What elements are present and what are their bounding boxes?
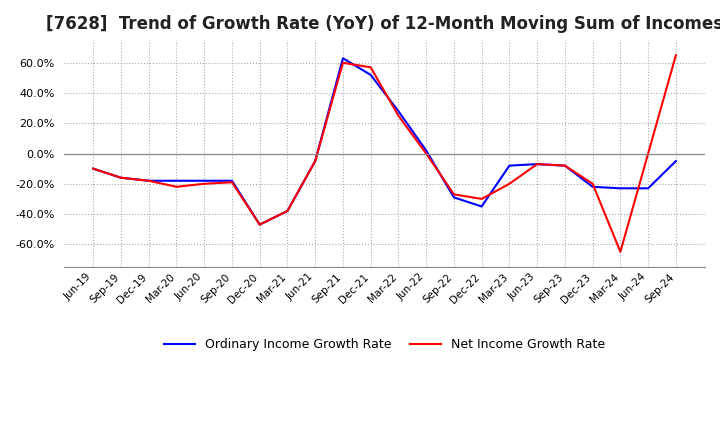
- Ordinary Income Growth Rate: [283, 209, 292, 214]
- Ordinary Income Growth Rate: [311, 158, 320, 164]
- Ordinary Income Growth Rate: [672, 158, 680, 164]
- Net Income Growth Rate: [256, 222, 264, 227]
- Net Income Growth Rate: [477, 196, 486, 202]
- Net Income Growth Rate: [145, 178, 153, 183]
- Net Income Growth Rate: [311, 158, 320, 164]
- Legend: Ordinary Income Growth Rate, Net Income Growth Rate: Ordinary Income Growth Rate, Net Income …: [158, 333, 611, 356]
- Line: Net Income Growth Rate: Net Income Growth Rate: [93, 55, 676, 252]
- Net Income Growth Rate: [394, 113, 402, 118]
- Ordinary Income Growth Rate: [338, 55, 347, 61]
- Ordinary Income Growth Rate: [200, 178, 209, 183]
- Ordinary Income Growth Rate: [561, 163, 570, 168]
- Ordinary Income Growth Rate: [422, 148, 431, 153]
- Net Income Growth Rate: [505, 181, 513, 187]
- Ordinary Income Growth Rate: [394, 109, 402, 114]
- Ordinary Income Growth Rate: [533, 161, 541, 167]
- Net Income Growth Rate: [588, 181, 597, 187]
- Ordinary Income Growth Rate: [172, 178, 181, 183]
- Ordinary Income Growth Rate: [256, 222, 264, 227]
- Net Income Growth Rate: [338, 60, 347, 66]
- Net Income Growth Rate: [172, 184, 181, 190]
- Ordinary Income Growth Rate: [505, 163, 513, 168]
- Ordinary Income Growth Rate: [89, 166, 97, 171]
- Net Income Growth Rate: [228, 180, 236, 185]
- Net Income Growth Rate: [200, 181, 209, 187]
- Ordinary Income Growth Rate: [588, 184, 597, 190]
- Net Income Growth Rate: [672, 53, 680, 58]
- Net Income Growth Rate: [117, 175, 125, 180]
- Ordinary Income Growth Rate: [477, 204, 486, 209]
- Ordinary Income Growth Rate: [644, 186, 652, 191]
- Net Income Growth Rate: [533, 161, 541, 167]
- Net Income Growth Rate: [561, 163, 570, 168]
- Net Income Growth Rate: [644, 151, 652, 156]
- Ordinary Income Growth Rate: [449, 195, 458, 200]
- Line: Ordinary Income Growth Rate: Ordinary Income Growth Rate: [93, 58, 676, 224]
- Net Income Growth Rate: [449, 192, 458, 197]
- Net Income Growth Rate: [422, 151, 431, 156]
- Ordinary Income Growth Rate: [228, 178, 236, 183]
- Ordinary Income Growth Rate: [117, 175, 125, 180]
- Ordinary Income Growth Rate: [366, 72, 375, 77]
- Net Income Growth Rate: [366, 65, 375, 70]
- Net Income Growth Rate: [89, 166, 97, 171]
- Ordinary Income Growth Rate: [616, 186, 625, 191]
- Net Income Growth Rate: [616, 249, 625, 254]
- Title: [7628]  Trend of Growth Rate (YoY) of 12-Month Moving Sum of Incomes: [7628] Trend of Growth Rate (YoY) of 12-…: [46, 15, 720, 33]
- Net Income Growth Rate: [283, 209, 292, 214]
- Ordinary Income Growth Rate: [145, 178, 153, 183]
